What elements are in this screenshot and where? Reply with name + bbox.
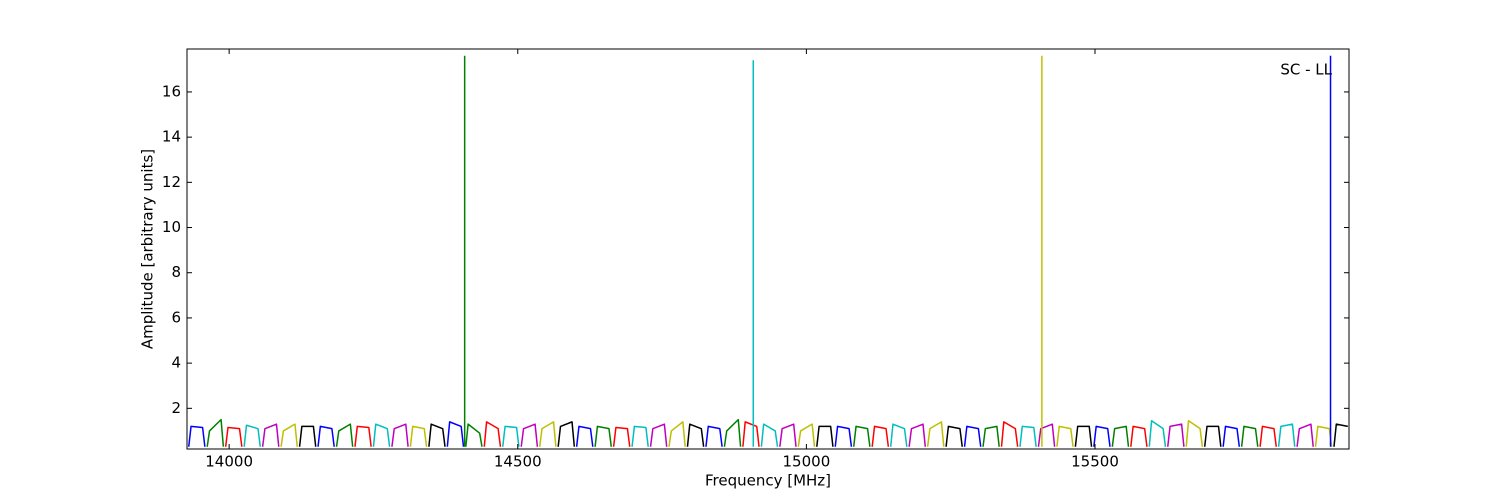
y-tick-label: 10: [162, 218, 181, 236]
series-line: [206, 418, 1259, 447]
y-tick-label: 6: [171, 308, 181, 326]
series-line: [187, 421, 1241, 447]
y-axis-label: Amplitude [arbitrary units]: [139, 149, 157, 349]
y-tick-label: 8: [171, 263, 181, 281]
y-tick-label: 2: [171, 399, 181, 417]
plot-area: [187, 55, 1348, 447]
x-axis-label: Frequency [MHz]: [705, 472, 831, 490]
x-tick-label: 14000: [205, 453, 253, 471]
x-tick-label: 15000: [783, 453, 831, 471]
axes-frame: [186, 48, 1350, 450]
series-line: [243, 420, 1296, 447]
series-line: [280, 420, 1333, 447]
series-line: [261, 423, 1314, 447]
annotation: SC - LL: [1280, 61, 1332, 79]
series-line: [298, 421, 1348, 447]
x-tick-label: 14500: [494, 453, 542, 471]
y-tick-label: 12: [162, 173, 181, 191]
x-tick-label: 15500: [1071, 453, 1119, 471]
y-tick-label: 16: [162, 82, 181, 100]
series-line: [224, 421, 1278, 447]
y-tick-label: 14: [162, 128, 181, 146]
y-tick-label: 4: [171, 354, 181, 372]
